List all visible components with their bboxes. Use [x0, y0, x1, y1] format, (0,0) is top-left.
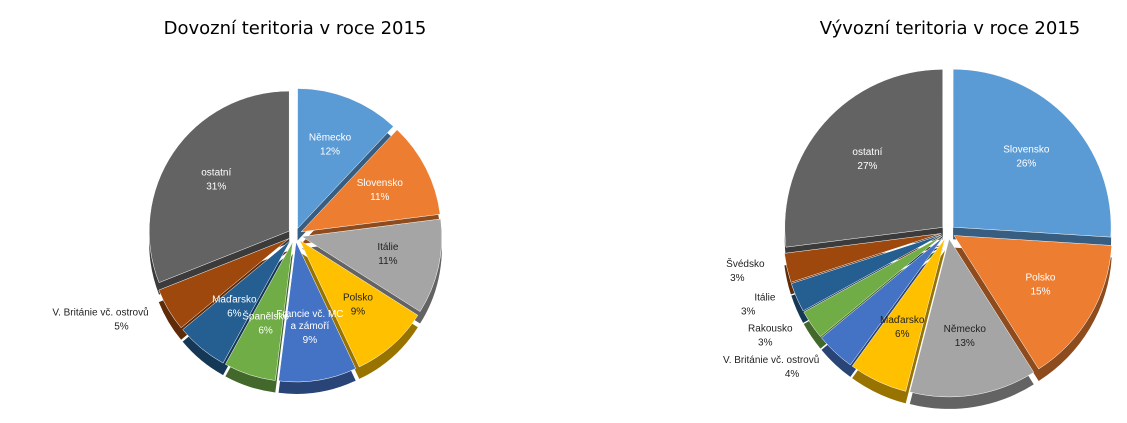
slice-label: Francie vč. MC a zámoří 9% [276, 309, 343, 346]
slice-label: Maďarsko 6% [212, 294, 257, 319]
slice [909, 238, 1035, 398]
slice [851, 238, 946, 392]
slice [182, 240, 291, 364]
slice [821, 236, 944, 366]
value-label: 26% [1016, 158, 1036, 169]
value-label: 31% [206, 181, 226, 192]
category-label: Polsko [1025, 273, 1055, 284]
slice-label: Německo 12% [309, 132, 352, 157]
slice [278, 241, 357, 383]
slice-label: Slovensko 26% [1003, 144, 1050, 169]
value-label: 13% [955, 338, 975, 349]
slice-label: ostatní 31% [201, 167, 231, 192]
category-label: V. Británie vč. ostrovů [52, 307, 148, 319]
slice [300, 129, 441, 233]
slice [158, 238, 290, 329]
slice [803, 235, 943, 338]
value-label: 6% [227, 308, 242, 319]
slice-label: Maďarsko 6% [880, 315, 925, 340]
value-label: 6% [895, 329, 910, 340]
category-label: Itálie [754, 293, 776, 304]
category-label: Rakousko [748, 324, 793, 335]
value-label: 12% [320, 146, 340, 157]
category-label: Polsko [343, 292, 373, 303]
slice-label: Itálie 3% [741, 293, 776, 318]
value-label: 3% [741, 307, 756, 318]
slice [225, 241, 294, 381]
chart-title: Vývozní teritoria v roce 2015 [820, 18, 1080, 39]
slice-label: Německo 13% [944, 324, 987, 349]
value-label: 15% [1030, 287, 1050, 298]
slice-label: Polsko 15% [1025, 273, 1055, 298]
value-label: 9% [303, 335, 318, 346]
category-label: Maďarsko [880, 315, 925, 326]
slice-label: Itálie 11% [377, 242, 399, 267]
category-label: Maďarsko [212, 294, 257, 305]
value-label: 3% [758, 338, 773, 349]
slice-label: Polsko 9% [343, 292, 373, 317]
category-label: Německo [944, 324, 987, 335]
slice-label: Rakousko 3% [748, 324, 793, 349]
slice-label: Španělsko 6% [242, 310, 289, 337]
category-label: Slovensko [357, 178, 404, 189]
value-label: 27% [857, 161, 877, 172]
slice [952, 68, 1112, 238]
category-label: Španělsko [242, 310, 289, 323]
category-label: Slovensko [1003, 144, 1050, 155]
category-label: Francie vč. MC a zámoří [276, 309, 343, 332]
value-label: 11% [370, 192, 389, 203]
slice [297, 88, 394, 230]
category-label: Itálie [377, 242, 399, 253]
chart-title: Dovozní teritoria v roce 2015 [164, 18, 427, 39]
slice [784, 69, 943, 248]
slice-label: ostatní 27% [852, 147, 882, 172]
slice-label: Švédsko 3% [726, 257, 765, 284]
category-label: ostatní [852, 147, 882, 158]
slice [301, 218, 443, 312]
value-label: 3% [730, 273, 745, 284]
category-label: ostatní [201, 167, 231, 178]
slice [784, 233, 942, 283]
category-label: Německo [309, 132, 352, 143]
slice [953, 235, 1112, 370]
value-label: 9% [351, 306, 366, 317]
slice [790, 234, 942, 312]
slice-label: Slovensko 11% [357, 178, 404, 203]
value-label: 6% [258, 326, 273, 337]
category-label: V. Británie vč. ostrovů [723, 354, 819, 366]
slice [299, 239, 419, 368]
slice-label: V. Británie vč. ostrovů 4% [723, 354, 819, 380]
category-label: Švédsko [726, 257, 765, 270]
value-label: 4% [785, 369, 800, 380]
value-label: 5% [114, 322, 129, 333]
slice [149, 90, 290, 283]
slice-label: V. Británie vč. ostrovů 5% [52, 307, 148, 333]
value-label: 11% [378, 256, 397, 267]
